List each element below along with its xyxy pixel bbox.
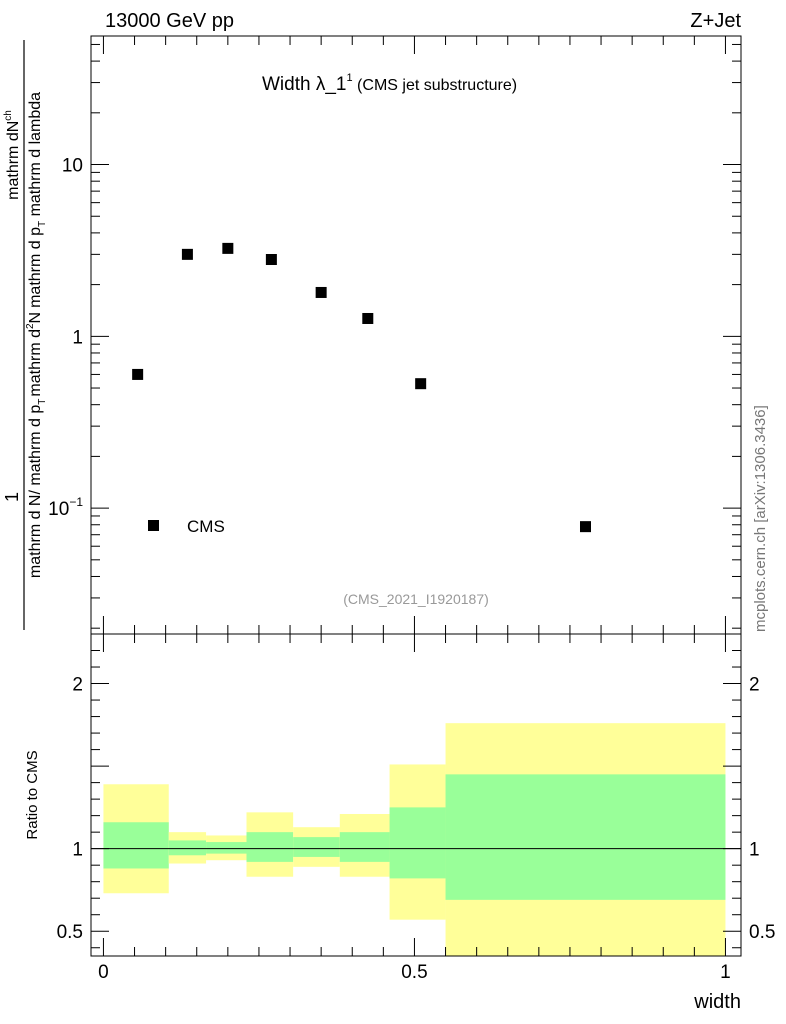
data-point (579, 521, 591, 533)
inner-band (339, 832, 390, 862)
inner-band (389, 807, 446, 879)
data-point (222, 242, 234, 254)
legend: CMS (148, 517, 225, 536)
ylabel-den-rden-tail: mathrm d lambda (27, 92, 44, 221)
ratio-ylabel: Ratio to CMS (24, 750, 41, 839)
ylabel-den: mathrm d N/ mathrm d pTmathrm d2Nmathrm … (25, 92, 48, 578)
inner-band (246, 832, 294, 862)
ratio-ytick-labels: 2 2 1 1 0.5 0.5 (57, 675, 776, 944)
energy-label: 13000 GeV pp (105, 10, 234, 32)
inner-band (103, 822, 169, 869)
xtick-label: 1 (720, 962, 731, 983)
inner-band (445, 774, 726, 900)
xtick-label: 0 (98, 962, 109, 983)
ratio-ytick-label: 0.5 (57, 922, 83, 943)
ylabel-den-rden-sub: T (37, 221, 48, 227)
plot-title: Width λ_11 (CMS jet substructure) (262, 72, 517, 95)
ratio-ytick-label-right: 2 (749, 675, 760, 696)
ylabel-den-rnum: mathrm d (27, 329, 44, 397)
main-markers (132, 242, 591, 533)
data-point (132, 368, 144, 380)
ratio-panel: 2 21 10.5 0.5 0 0.5 1 (57, 633, 776, 983)
legend-label: CMS (187, 517, 225, 536)
ylabel-den-rden: mathrm d p (27, 227, 44, 308)
ratio-ytick-label: 2 (72, 675, 83, 696)
ratio-ytick-label: 1 (72, 840, 83, 861)
inner-band (206, 842, 247, 854)
data-point (315, 286, 327, 298)
data-point (181, 248, 193, 260)
main-ytick-label: 10−1 (48, 495, 83, 520)
main-ytick-label-base: 10 (62, 156, 83, 177)
main-ytick-label-sup: −1 (69, 495, 83, 509)
ratio-ticks (91, 634, 741, 956)
plot-title-sub: (CMS jet substructure) (353, 77, 517, 94)
ylabel-one: 1 (2, 492, 22, 502)
ratio-ytick-label-right: 0.5 (749, 922, 775, 943)
side-label: mcplots.cern.ch [arXiv:1306.3436] (752, 405, 769, 632)
ratio-frame (90, 633, 742, 957)
main-ytick-label-base: 10 (48, 499, 69, 520)
data-point (362, 312, 374, 324)
ratio-xtick-labels: 0 0.5 1 (98, 962, 731, 983)
data-point (265, 254, 277, 266)
main-ylabel: 1 mathrm dNch mathrm d N/ mathrm d pTmat… (2, 40, 48, 630)
ylabel-den-right: / mathrm d p (27, 405, 44, 495)
process-label: Z+Jet (690, 10, 741, 32)
main-ticks (91, 36, 741, 634)
ylabel-num: mathrm dNch (3, 110, 22, 200)
ylabel-den-rnum-tail: N (27, 312, 44, 324)
ratio-bands (103, 723, 726, 956)
main-ytick-label: 10 (62, 156, 83, 177)
xtick-label: 0.5 (401, 962, 427, 983)
data-point (415, 378, 427, 390)
main-frame (90, 35, 742, 635)
xaxis-label: width (693, 991, 741, 1013)
plot-title-sup: 1 (346, 72, 352, 84)
plot-title-main: Width λ_1 (262, 74, 346, 95)
main-ytick-label: 1 (72, 327, 83, 348)
ylabel-den-sub: T (37, 399, 48, 405)
analysis-id: (CMS_2021_I1920187) (343, 591, 489, 607)
ratio-ytick-label-right: 1 (749, 840, 760, 861)
ylabel-den-rnum-sup: 2 (25, 323, 36, 329)
main-ytick-label-base: 1 (72, 327, 83, 348)
ylabel-num-sup: ch (3, 110, 14, 121)
legend-marker (148, 520, 159, 531)
inner-band (168, 840, 207, 856)
ylabel-den-left: mathrm d N (27, 495, 44, 579)
ylabel-num-main: mathrm dN (5, 121, 22, 200)
inner-band (293, 837, 340, 857)
